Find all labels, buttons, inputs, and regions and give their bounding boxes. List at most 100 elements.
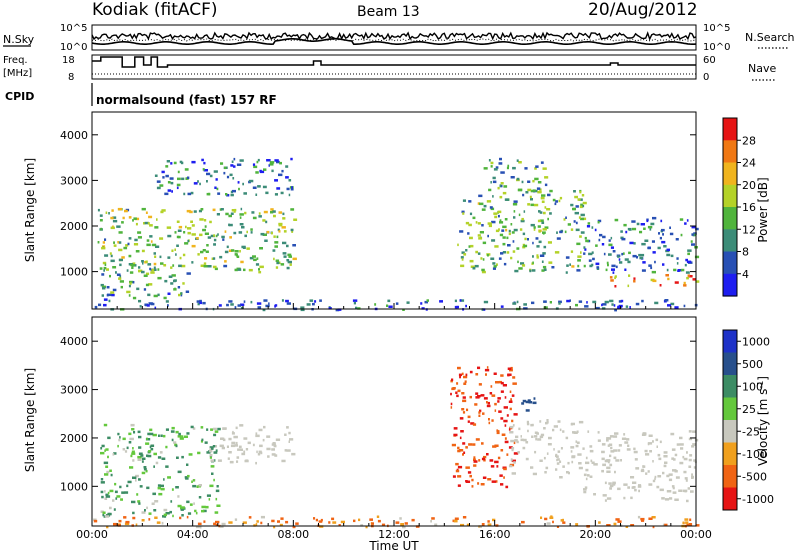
scatter-cell xyxy=(200,264,205,267)
scatter-cell xyxy=(139,485,143,488)
scatter-cell xyxy=(565,216,567,219)
scatter-cell xyxy=(541,221,545,224)
scatter-cell xyxy=(496,429,499,432)
scatter-cell xyxy=(258,212,261,215)
scatter-cell xyxy=(519,228,523,231)
scatter-cell xyxy=(478,383,482,386)
scatter-cell xyxy=(456,394,459,398)
scatter-cell xyxy=(487,401,490,405)
scatter-cell xyxy=(523,303,527,306)
scatter-cell xyxy=(510,256,513,260)
scatter-cell xyxy=(628,228,632,231)
scatter-cell xyxy=(104,490,106,493)
scatter-cell xyxy=(465,373,468,377)
scatter-cell xyxy=(534,450,537,454)
scatter-cell xyxy=(516,159,519,162)
scatter-cell xyxy=(546,421,549,424)
scatter-cell xyxy=(244,234,247,238)
scatter-cell xyxy=(481,523,485,526)
scatter-cell xyxy=(156,186,161,190)
scatter-cell xyxy=(114,482,117,486)
scatter-cell xyxy=(133,431,136,434)
scatter-cell xyxy=(499,219,502,222)
scatter-cell xyxy=(577,198,581,201)
scatter-cell xyxy=(170,266,173,269)
scatter-cell xyxy=(601,450,605,454)
scatter-cell xyxy=(508,464,513,468)
scatter-cell xyxy=(462,453,464,456)
scatter-cell xyxy=(271,453,276,456)
scatter-cell xyxy=(609,487,612,490)
scatter-cell xyxy=(504,218,508,221)
scatter-cell xyxy=(590,459,593,463)
scatter-cell xyxy=(521,264,526,267)
scatter-cell xyxy=(518,267,523,270)
scatter-cell xyxy=(462,442,466,445)
scatter-cell xyxy=(574,211,579,215)
scatter-cell xyxy=(328,521,331,524)
scatter-cell xyxy=(664,299,669,302)
scatter-cell xyxy=(253,258,257,262)
scatter-cell xyxy=(148,512,152,515)
scatter-cell xyxy=(525,400,530,404)
scatter-cell xyxy=(586,225,591,228)
scatter-cell xyxy=(541,200,545,203)
scatter-cell xyxy=(461,392,465,395)
scatter-cell xyxy=(170,162,173,165)
scatter-cell xyxy=(494,215,498,219)
scatter-cell xyxy=(119,275,122,278)
scatter-cell xyxy=(257,185,261,188)
scatter-cell xyxy=(692,278,697,281)
scatter-cell xyxy=(185,177,188,180)
scatter-cell xyxy=(494,460,499,464)
scatter-cell xyxy=(512,166,516,170)
scatter-cell xyxy=(128,432,132,436)
scatter-cell xyxy=(162,434,166,438)
scatter-cell xyxy=(477,252,481,255)
scatter-cell xyxy=(511,394,515,397)
scatter-cell xyxy=(234,268,238,272)
scatter-cell xyxy=(646,219,649,223)
scatter-cell xyxy=(534,177,539,181)
scatter-cell xyxy=(158,492,163,496)
scatter-cell xyxy=(154,226,159,229)
scatter-cell xyxy=(462,516,467,519)
scatter-cell xyxy=(486,453,489,456)
colorbar-tick-label: -1000 xyxy=(742,493,774,506)
scatter-cell xyxy=(215,520,220,524)
scatter-cell xyxy=(115,271,117,274)
scatter-cell xyxy=(488,224,492,228)
scatter-cell xyxy=(510,398,512,401)
scatter-cell xyxy=(510,458,513,461)
scatter-cell xyxy=(388,305,393,308)
scatter-cell xyxy=(661,228,665,232)
scatter-cell xyxy=(135,250,140,253)
scatter-cell xyxy=(187,231,191,235)
scatter-cell xyxy=(534,167,537,170)
scatter-cell xyxy=(641,269,646,272)
scatter-cell xyxy=(201,438,204,442)
scatter-cell xyxy=(684,518,689,521)
scatter-cell xyxy=(139,305,142,308)
scatter-cell xyxy=(259,247,263,250)
scatter-cell xyxy=(679,218,684,221)
scatter-cell xyxy=(624,268,627,271)
scatter-cell xyxy=(234,208,237,212)
scatter-cell xyxy=(496,431,500,435)
scatter-cell xyxy=(183,435,188,438)
scatter-cell xyxy=(641,519,645,522)
scatter-cell xyxy=(666,253,671,257)
scatter-cell xyxy=(513,413,518,416)
scatter-cell xyxy=(511,447,515,450)
scatter-cell xyxy=(678,489,683,492)
scatter-cell xyxy=(567,223,571,226)
scatter-cell xyxy=(470,265,475,268)
scatter-cell xyxy=(601,457,605,461)
scatter-cell xyxy=(126,446,129,450)
scatter-cell xyxy=(270,208,274,211)
scatter-cell xyxy=(226,175,230,179)
scatter-cell xyxy=(434,523,438,526)
scatter-cell xyxy=(181,177,185,181)
scatter-cell xyxy=(461,251,465,254)
